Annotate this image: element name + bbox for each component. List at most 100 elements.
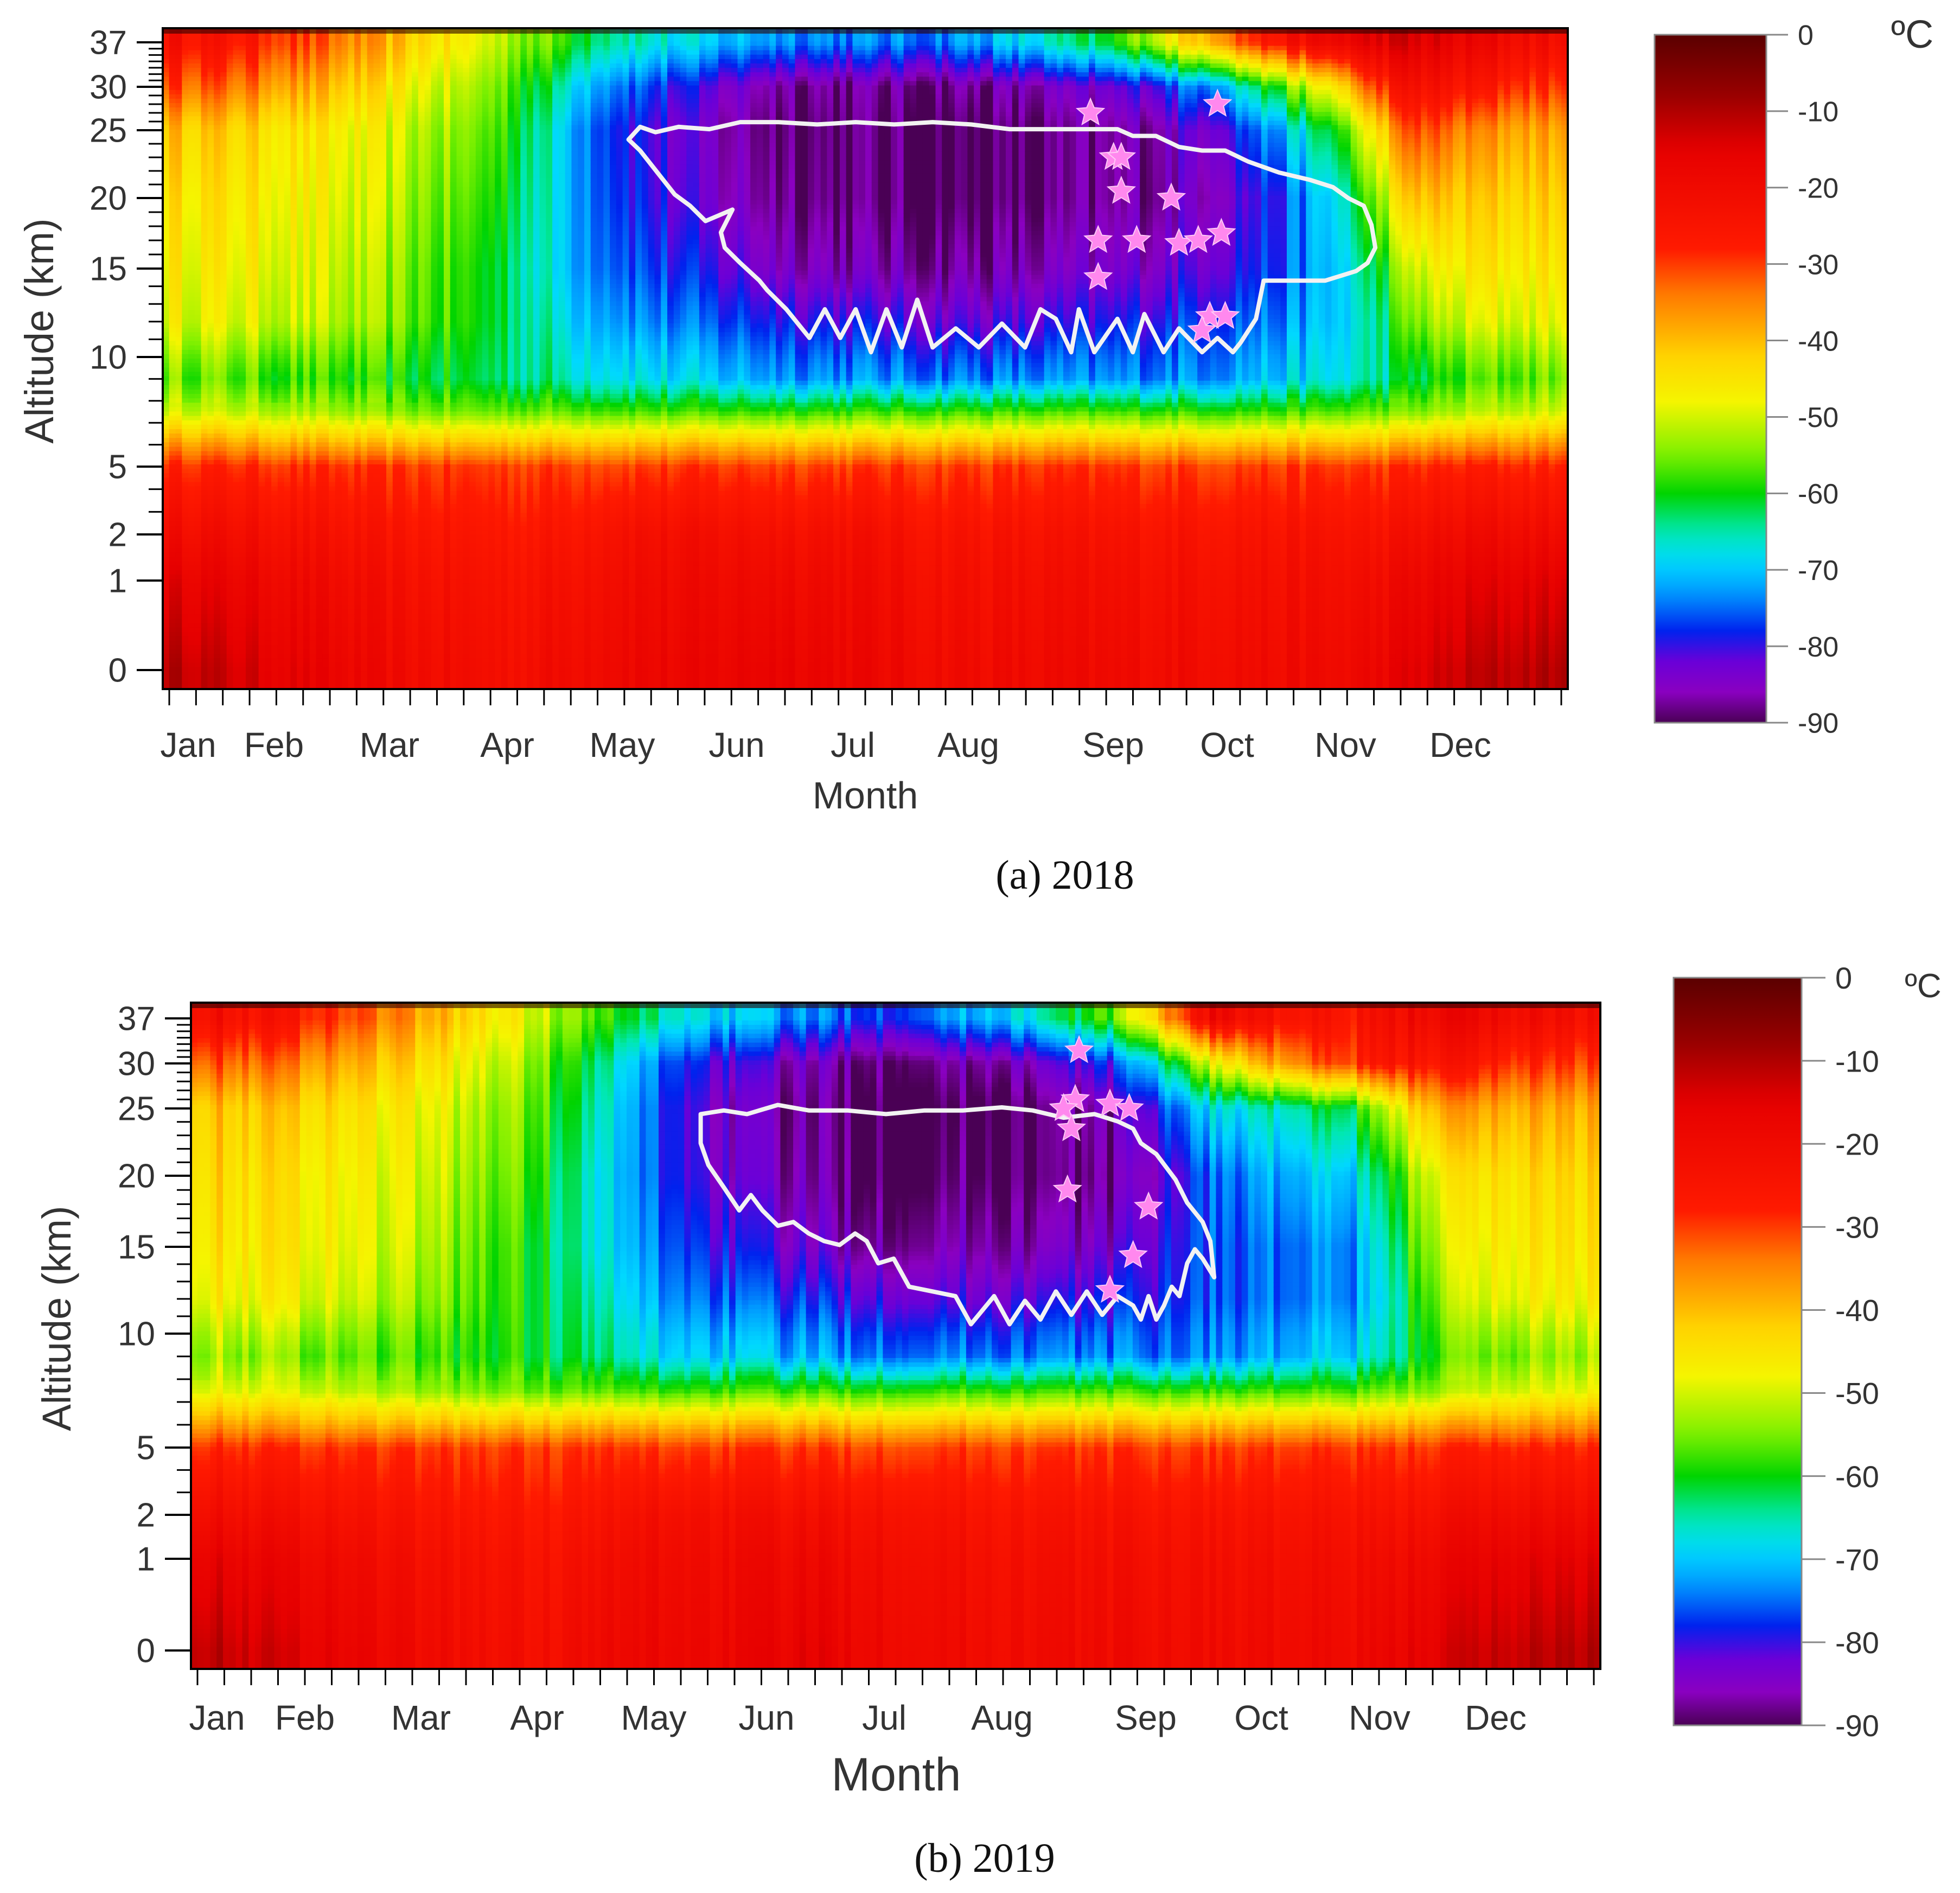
heatmap-cell	[182, 182, 189, 187]
heatmap-cell	[195, 161, 202, 165]
heatmap-cell	[169, 301, 176, 306]
heatmap-cell	[195, 619, 202, 623]
heatmap-cell	[176, 654, 183, 659]
heatmap-cell	[188, 310, 195, 315]
heatmap-cell	[188, 394, 195, 399]
heatmap-cell	[169, 244, 176, 249]
heatmap-cell	[201, 94, 208, 99]
heatmap-cell	[188, 112, 195, 117]
heatmap-cell	[201, 187, 208, 192]
heatmap-cell	[169, 662, 176, 667]
heatmap-cell	[207, 81, 214, 86]
heatmap-cell	[176, 548, 183, 553]
heatmap-cell	[195, 354, 202, 359]
heatmap-cell	[188, 191, 195, 196]
heatmap-cell	[182, 676, 189, 681]
heatmap-cell	[176, 623, 183, 628]
heatmap-cell	[188, 420, 195, 425]
heatmap-cell	[201, 521, 208, 526]
heatmap-cell	[195, 645, 202, 650]
heatmap-cell	[169, 601, 176, 606]
heatmap-cell	[188, 416, 195, 421]
heatmap-cell	[195, 174, 202, 179]
heatmap-cell	[176, 94, 183, 99]
heatmap-cell	[188, 438, 195, 443]
heatmap-cell	[176, 271, 183, 276]
heatmap-cell	[169, 588, 176, 592]
heatmap-cell	[176, 429, 183, 434]
heatmap-cell	[195, 398, 202, 403]
heatmap-cell	[188, 46, 195, 50]
heatmap-cell	[176, 447, 183, 451]
heatmap-cell	[176, 323, 183, 328]
heatmap-cell	[188, 464, 195, 469]
heatmap-cell	[195, 46, 202, 50]
heatmap-cell	[207, 231, 214, 236]
heatmap-cell	[195, 222, 202, 227]
heatmap-cell	[188, 495, 195, 500]
heatmap-cell	[201, 306, 208, 311]
heatmap-cell	[195, 477, 202, 482]
heatmap-cell	[195, 548, 202, 553]
heatmap-cell	[182, 138, 189, 143]
heatmap-cell	[195, 539, 202, 544]
heatmap-cell	[169, 438, 176, 443]
heatmap-cell	[195, 627, 202, 632]
heatmap-cell	[195, 407, 202, 412]
heatmap-cell	[182, 469, 189, 474]
heatmap-cell	[182, 275, 189, 280]
heatmap-cell	[176, 297, 183, 302]
heatmap-cell	[182, 262, 189, 266]
heatmap-cell	[188, 641, 195, 646]
heatmap-cell	[182, 41, 189, 46]
heatmap-cell	[169, 619, 176, 623]
heatmap-cell	[176, 403, 183, 407]
heatmap-cell	[169, 623, 176, 628]
heatmap-cell	[176, 588, 183, 592]
heatmap-cell	[169, 218, 176, 222]
heatmap-cell	[176, 59, 183, 64]
heatmap-cell	[169, 425, 176, 430]
heatmap-cell	[176, 500, 183, 505]
heatmap-cell	[182, 504, 189, 509]
heatmap-cell	[201, 288, 208, 293]
heatmap-cell	[195, 200, 202, 205]
heatmap-cell	[182, 367, 189, 372]
heatmap-cell	[182, 596, 189, 601]
heatmap-cell	[169, 460, 176, 465]
heatmap-cell	[188, 350, 195, 355]
heatmap-cell	[176, 116, 183, 121]
heatmap-cell	[169, 191, 176, 196]
heatmap-cell	[207, 169, 214, 174]
heatmap-cell	[188, 50, 195, 55]
heatmap-cell	[169, 627, 176, 632]
heatmap-cell	[201, 575, 208, 579]
heatmap-cell	[195, 575, 202, 579]
heatmap-cell	[188, 279, 195, 284]
heatmap-cell	[169, 81, 176, 86]
heatmap-cell	[182, 94, 189, 99]
heatmap-cell	[201, 284, 208, 289]
heatmap-cell	[176, 513, 183, 518]
heatmap-cell	[195, 495, 202, 500]
heatmap-cell	[169, 363, 176, 368]
heatmap-cell	[195, 72, 202, 77]
heatmap-cell	[169, 570, 176, 575]
heatmap-cell	[176, 235, 183, 240]
heatmap-cell	[169, 614, 176, 619]
heatmap-cell	[195, 244, 202, 249]
heatmap-cell	[207, 336, 214, 341]
heatmap-cell	[195, 596, 202, 601]
heatmap-cell	[176, 517, 183, 522]
heatmap-cell	[188, 271, 195, 276]
heatmap-cell	[207, 315, 214, 320]
heatmap-cell	[182, 257, 189, 262]
heatmap-cell	[195, 323, 202, 328]
heatmap-cell	[169, 390, 176, 394]
heatmap-cell	[201, 420, 208, 425]
heatmap-cell	[169, 288, 176, 293]
heatmap-cell	[207, 59, 214, 64]
heatmap-cell	[169, 676, 176, 681]
heatmap-cell	[182, 121, 189, 126]
heatmap-cell	[169, 41, 176, 46]
